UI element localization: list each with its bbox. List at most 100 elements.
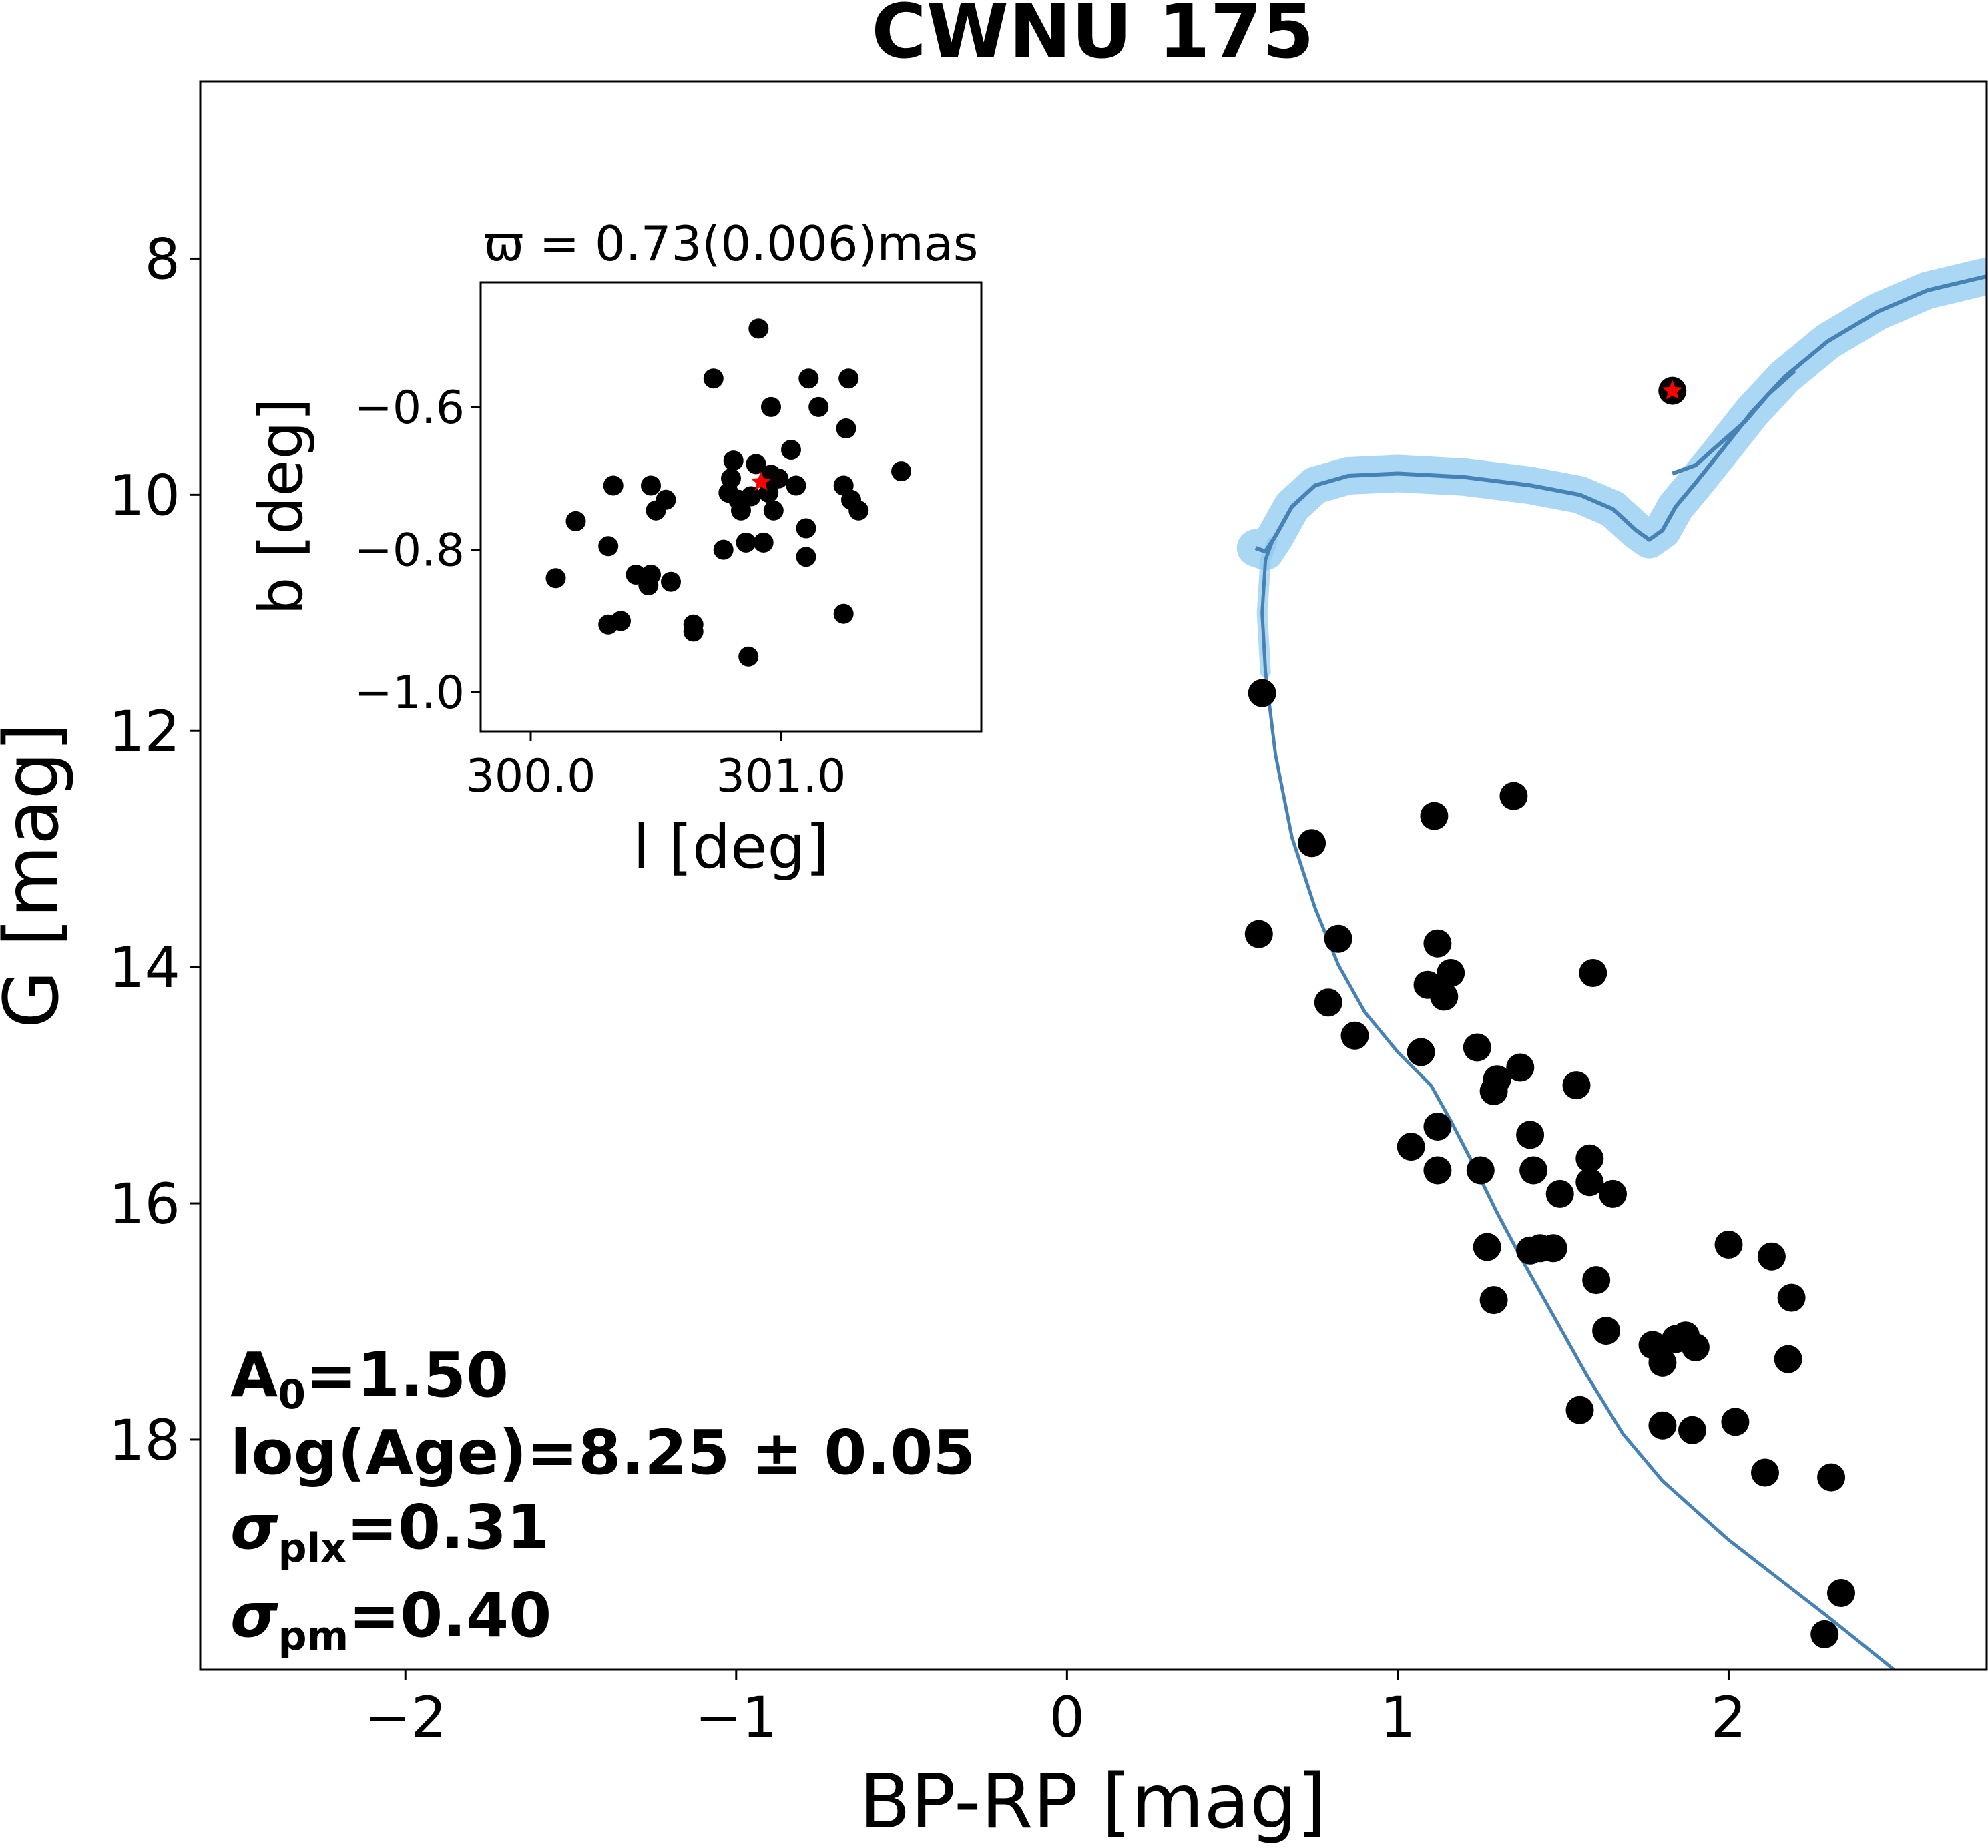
member-point xyxy=(1565,1396,1594,1424)
isochrone-main-sequence xyxy=(1260,541,1895,1670)
fit-parameters: A0=1.50 log(Age)=8.25 ± 0.05 σplx=0.31 σ… xyxy=(230,1339,975,1660)
inset-member-point xyxy=(768,468,789,489)
sigma-plx-symbol: σ xyxy=(230,1492,278,1563)
member-point xyxy=(1539,1234,1567,1263)
inset-title: ϖ = 0.73(0.006)mas xyxy=(484,216,979,272)
y-tick-label: 8 xyxy=(145,226,180,292)
member-point xyxy=(1810,1620,1839,1648)
inset-y-tick-label: −0.8 xyxy=(354,525,465,577)
member-point xyxy=(1827,1579,1855,1607)
member-point xyxy=(1423,1156,1452,1185)
x-tick-label: −1 xyxy=(695,1684,778,1750)
inset-member-point xyxy=(736,532,756,553)
inset-member-point xyxy=(641,475,661,496)
inset-member-point xyxy=(796,547,816,567)
member-point xyxy=(1774,1345,1802,1373)
extinction-value: =1.50 xyxy=(306,1339,509,1411)
inset-member-point xyxy=(646,500,666,521)
inset-y-tick-label: −0.6 xyxy=(354,382,465,434)
inset-x-axis-label: l [deg] xyxy=(633,812,828,882)
sigma-pm-subscript: pm xyxy=(278,1613,348,1660)
member-point xyxy=(1777,1283,1806,1312)
member-point xyxy=(1648,1411,1677,1440)
isochrone-hook xyxy=(1672,369,1796,476)
member-point xyxy=(1678,1416,1706,1444)
y-tick-label: 16 xyxy=(109,1171,180,1237)
member-point xyxy=(1420,802,1449,830)
inset-x-tick-label: 300.0 xyxy=(466,750,596,803)
inset-member-point xyxy=(731,500,751,521)
member-point xyxy=(1648,1348,1677,1377)
inset-y-tick-label: −1.0 xyxy=(354,667,465,719)
inset-y-axis-label: b [deg] xyxy=(246,398,316,615)
member-point xyxy=(1314,988,1342,1017)
inset-member-point xyxy=(598,536,619,557)
member-point xyxy=(1579,959,1607,987)
inset-member-point xyxy=(683,621,704,642)
member-point xyxy=(1721,1408,1750,1436)
member-point xyxy=(1423,1113,1452,1141)
inset-member-point xyxy=(611,611,631,631)
member-point xyxy=(1582,1266,1611,1295)
member-point xyxy=(1817,1463,1846,1492)
member-point xyxy=(1516,1121,1545,1149)
inset-member-point xyxy=(786,475,806,496)
isochrone xyxy=(1236,258,1987,1670)
inset-member-point xyxy=(661,571,681,592)
x-tick-label: 1 xyxy=(1380,1684,1415,1750)
member-point xyxy=(1714,1231,1743,1259)
inset-member-point xyxy=(761,396,781,417)
member-point xyxy=(1244,920,1273,948)
member-point xyxy=(1407,1038,1435,1066)
inset-member-points xyxy=(545,318,911,667)
isochrone-giant-branch xyxy=(1254,274,1987,554)
member-point xyxy=(1479,1286,1508,1315)
red-star-marker xyxy=(1658,376,1687,405)
x-tick-label: 0 xyxy=(1049,1684,1085,1750)
inset-frame xyxy=(479,281,983,733)
member-point xyxy=(1575,1144,1604,1173)
member-point xyxy=(1545,1179,1574,1208)
member-point xyxy=(1506,1053,1535,1082)
inset-member-point xyxy=(891,461,911,482)
member-point xyxy=(1519,1156,1548,1185)
inset-member-point xyxy=(723,450,744,471)
extinction-label: A0=1.50 xyxy=(230,1339,509,1418)
inset-x-tick-label: 301.0 xyxy=(716,750,846,803)
inset-member-point xyxy=(833,603,854,624)
highlight-star-glyph xyxy=(1662,380,1683,400)
inset-y-axis-ticks: −0.6 −0.8 −1.0 xyxy=(354,382,481,719)
sigma-plx-value: =0.31 xyxy=(346,1492,549,1563)
extinction-symbol: A xyxy=(230,1339,278,1411)
member-point xyxy=(1562,1071,1591,1100)
age-label: log(Age)=8.25 ± 0.05 xyxy=(230,1417,975,1488)
y-tick-label: 18 xyxy=(109,1408,180,1473)
member-point xyxy=(1757,1242,1786,1271)
member-points xyxy=(1244,679,1855,1648)
inset-member-point xyxy=(838,368,859,389)
member-point xyxy=(1483,1065,1511,1094)
member-point xyxy=(1466,1156,1495,1185)
sigma-pm-label: σpm=0.40 xyxy=(230,1580,551,1660)
member-point xyxy=(1248,679,1276,707)
inset-member-point xyxy=(565,511,586,531)
inset-member-point xyxy=(545,568,566,589)
inset-member-point xyxy=(848,500,869,521)
member-point xyxy=(1437,959,1465,987)
member-point xyxy=(1575,1168,1604,1197)
x-tick-label: 2 xyxy=(1711,1684,1746,1750)
inset-member-point xyxy=(796,518,816,539)
y-tick-label: 10 xyxy=(109,463,180,528)
member-point xyxy=(1592,1317,1621,1345)
inset-highlight-star xyxy=(750,471,772,491)
inset-red-star-marker xyxy=(750,471,772,491)
y-axis-ticks: 8 10 12 14 16 18 xyxy=(109,226,200,1473)
member-point xyxy=(1681,1333,1710,1361)
sigma-pm-symbol: σ xyxy=(230,1580,278,1651)
sigma-pm-value: =0.40 xyxy=(348,1580,551,1651)
inset-plot: 300.0 301.0 −0.6 −0.8 −1.0 ϖ = 0.73(0.006)m… xyxy=(246,216,983,882)
x-axis-label: BP-RP [mag] xyxy=(859,1759,1326,1845)
inset-member-point xyxy=(703,368,724,389)
member-point xyxy=(1463,1033,1491,1062)
